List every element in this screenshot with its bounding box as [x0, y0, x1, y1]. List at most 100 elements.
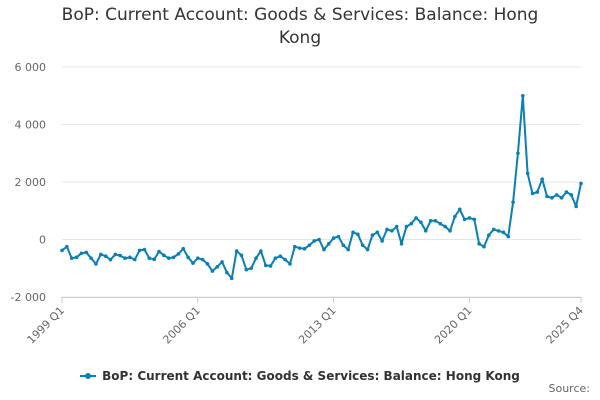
y-tick-label: 2 000 [15, 176, 47, 189]
data-point [99, 252, 103, 257]
data-point [375, 230, 380, 235]
data-point [356, 232, 360, 237]
data-point [482, 244, 486, 249]
data-point [113, 252, 118, 257]
chart-title: BoP: Current Account: Goods & Services: … [61, 5, 539, 48]
data-point [94, 262, 98, 266]
data-point [200, 257, 205, 262]
data-point [525, 171, 530, 176]
data-point [181, 246, 186, 251]
data-point [399, 242, 404, 246]
data-point [559, 196, 564, 200]
data-point [564, 190, 569, 194]
data-point [297, 246, 302, 250]
data-point [74, 255, 79, 260]
data-point [288, 262, 292, 266]
data-point [225, 270, 229, 275]
data-point [283, 257, 287, 262]
data-point [254, 256, 258, 260]
x-tick-label: 1999 Q1 [25, 304, 68, 347]
data-point [326, 242, 331, 246]
data-point [186, 255, 190, 260]
data-point [423, 229, 428, 233]
source-label: Source: [548, 382, 591, 395]
data-point [336, 234, 341, 239]
data-point [569, 193, 574, 197]
data-point [331, 236, 336, 240]
data-point [171, 255, 176, 260]
data-series [60, 93, 583, 281]
x-tick-label: 2020 Q1 [432, 304, 475, 347]
data-point [84, 250, 89, 255]
y-axis: -2 000 0 2 000 4 000 6 000 [11, 61, 46, 304]
data-point [259, 249, 263, 253]
data-point [166, 256, 171, 260]
data-point [574, 204, 578, 209]
data-point [535, 190, 540, 194]
data-point [210, 269, 215, 273]
data-point [307, 243, 312, 248]
data-point [128, 255, 132, 260]
data-point [457, 207, 462, 212]
data-point [540, 177, 544, 181]
data-point [545, 194, 549, 199]
y-tick-label: 0 [39, 234, 46, 247]
data-point [472, 217, 477, 222]
data-point [394, 224, 399, 229]
y-tick-label: 6 000 [15, 61, 47, 74]
data-point [579, 181, 583, 186]
data-point [380, 239, 384, 243]
data-point [229, 276, 234, 281]
data-point [448, 229, 452, 233]
data-point [385, 227, 389, 232]
legend-label: BoP: Current Account: Goods & Services: … [102, 369, 520, 383]
data-point [317, 237, 321, 242]
data-point [341, 243, 346, 248]
data-point [263, 263, 268, 268]
x-tick-label: 2006 Q1 [160, 304, 203, 347]
y-tick-label: -2 000 [11, 291, 46, 304]
legend[interactable]: BoP: Current Account: Goods & Services: … [0, 366, 600, 383]
x-tick-label: 2025 Q4 [544, 304, 587, 347]
data-point [554, 193, 559, 197]
data-point [162, 253, 166, 258]
data-point [79, 251, 84, 256]
data-point [103, 254, 108, 258]
data-point [157, 249, 161, 254]
data-point [215, 265, 220, 269]
data-point [462, 217, 467, 222]
data-point [370, 233, 375, 237]
data-point [118, 253, 123, 258]
data-point [477, 242, 481, 246]
data-point [196, 256, 200, 260]
data-point [293, 244, 297, 249]
data-point [501, 230, 506, 235]
data-point [419, 220, 423, 225]
grid-lines [62, 66, 581, 298]
data-point [414, 216, 418, 220]
data-point [205, 262, 210, 266]
data-point [360, 243, 365, 248]
data-point [244, 267, 249, 272]
data-point [443, 224, 447, 229]
data-point [351, 230, 355, 235]
data-point [239, 253, 244, 258]
data-point [516, 151, 520, 156]
data-point [404, 224, 409, 229]
data-point [346, 247, 350, 252]
data-point [69, 256, 74, 260]
x-axis: 1999 Q1 2006 Q1 2013 Q1 2020 Q1 2025 Q4 [25, 297, 587, 347]
data-point [520, 93, 525, 98]
data-point [302, 246, 307, 251]
data-point [108, 257, 113, 262]
data-point [60, 248, 64, 253]
data-point [491, 227, 496, 232]
data-point [453, 214, 457, 219]
legend-item[interactable]: BoP: Current Account: Goods & Services: … [80, 369, 520, 383]
data-point [438, 221, 443, 226]
data-point [220, 260, 224, 264]
data-point [390, 229, 394, 233]
data-point [365, 247, 370, 252]
data-point [511, 200, 515, 204]
